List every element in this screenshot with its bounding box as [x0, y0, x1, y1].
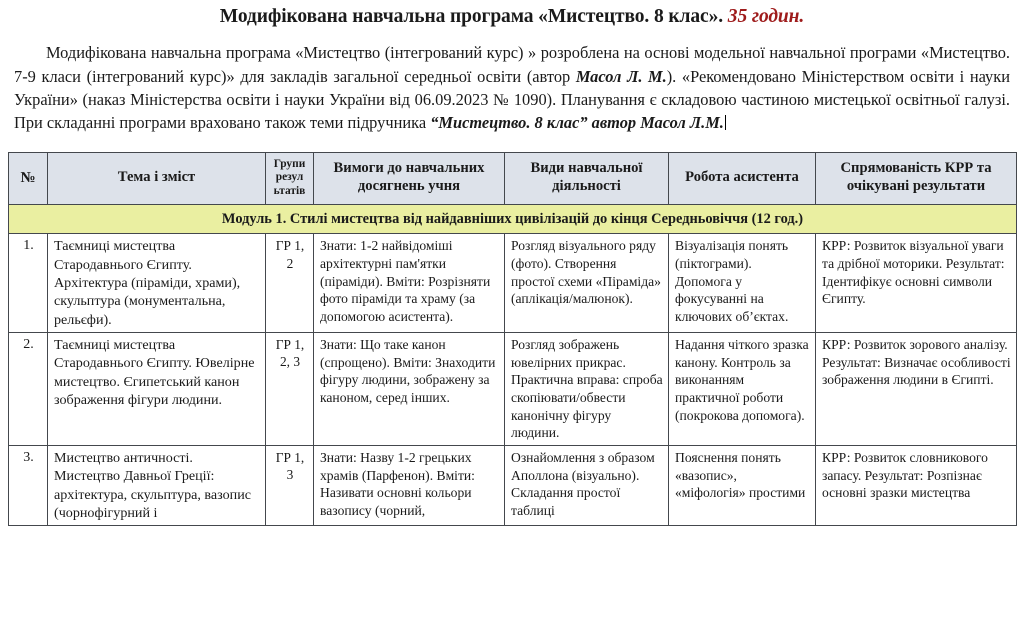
column-header-assistant: Робота асистента	[668, 151, 816, 205]
page-title-hours: 35 годин.	[727, 6, 805, 27]
cell-activities: Розгляд зображень ювелірних прикрас. Пра…	[504, 331, 669, 446]
cell-requirements: Знати: Назву 1-2 грецьких храмів (Парфен…	[313, 444, 505, 527]
cell-number: 1.	[8, 233, 48, 333]
intro-text-part2: ). «Рекомендовано Міністерством освіти і…	[14, 66, 1010, 133]
cell-number: 3.	[8, 444, 48, 527]
cell-theme: Таємниці мистецтва Стародавнього Єгипту.…	[47, 331, 266, 446]
cell-krr: КРР: Розвиток зорового аналізу. Результа…	[815, 331, 1017, 446]
module-banner-row: Модуль 1. Стилі мистецтва від найдавніши…	[8, 203, 1017, 235]
cell-assistant: Надання чіткого зразка канону. Контроль …	[668, 331, 816, 446]
cell-theme: Таємниці мистецтва Стародавнього Єгипту.…	[47, 233, 266, 333]
intro-textbook-title: “Мистецтво. 8 клас” автор Масол Л.М.	[430, 113, 724, 133]
module-banner-text: Модуль 1. Стилі мистецтва від найдавніши…	[8, 203, 1017, 235]
cell-group: ГР 1, 3	[265, 444, 314, 527]
cell-requirements: Знати: Що таке канон (спрощено). Вміти: …	[313, 331, 505, 446]
intro-text-part1: Модифікована навчальна програма «Мистецт…	[14, 43, 1010, 86]
cell-assistant: Візуалізація понять (піктограми). Допомо…	[668, 233, 816, 333]
table-row: 1. Таємниці мистецтва Стародавнього Єгип…	[8, 233, 1017, 333]
cell-group: ГР 1, 2	[265, 233, 314, 333]
page-title: Модифікована навчальна програма «Мистецт…	[8, 0, 1016, 28]
column-header-activities: Види навчальної діяльності	[504, 151, 669, 205]
cell-krr: КРР: Розвиток візуальної уваги та дрібно…	[815, 233, 1017, 333]
cell-group: ГР 1, 2, 3	[265, 331, 314, 446]
column-header-number: №	[8, 151, 48, 205]
cell-assistant: Пояснення понять «вазопис», «міфологія» …	[668, 444, 816, 527]
program-table: № Тема і зміст Групи резул ьтатів Вимоги…	[8, 151, 1017, 527]
table-row: 2. Таємниці мистецтва Стародавнього Єгип…	[8, 331, 1017, 446]
table-row: 3. Мистецтво античності. Мистецтво Давнь…	[8, 444, 1017, 527]
cell-number: 2.	[8, 331, 48, 446]
cell-krr: КРР: Розвиток словникового запасу. Резул…	[815, 444, 1017, 527]
intro-paragraph: Модифікована навчальна програма «Мистецт…	[8, 41, 1016, 134]
page-title-main: Модифікована навчальна програма «Мистецт…	[219, 6, 724, 27]
table-header-row: № Тема і зміст Групи резул ьтатів Вимоги…	[8, 151, 1017, 205]
column-header-group: Групи резул ьтатів	[265, 151, 314, 205]
cell-theme: Мистецтво античності. Мистецтво Давньої …	[47, 444, 266, 527]
cell-requirements: Знати: 1-2 найвідоміші архітектурні пам'…	[313, 233, 505, 333]
column-header-requirements: Вимоги до навчальних досягнень учня	[313, 151, 505, 205]
column-header-krr: Спрямованість КРР та очікувані результат…	[815, 151, 1017, 205]
text-cursor-caret	[724, 115, 726, 131]
intro-author-name: Масол Л. М.	[575, 66, 667, 86]
column-header-theme: Тема і зміст	[47, 151, 266, 205]
cell-activities: Ознайомлення з образом Аполлона (візуаль…	[504, 444, 669, 527]
cell-activities: Розгляд візуального ряду (фото). Створен…	[504, 233, 669, 333]
